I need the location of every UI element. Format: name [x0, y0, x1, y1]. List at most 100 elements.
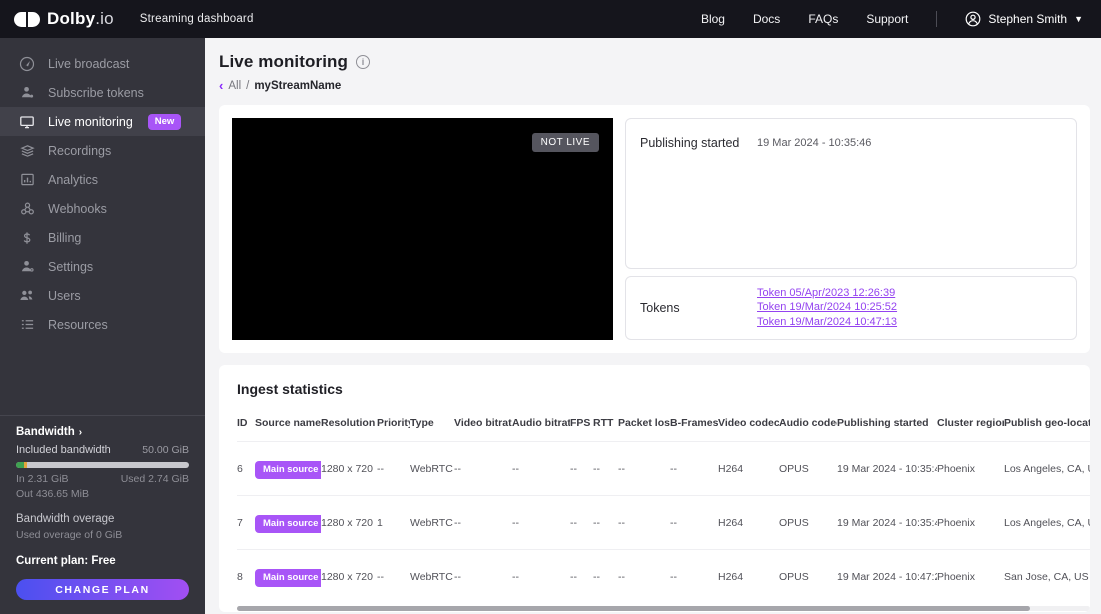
sidebar-item-live-broadcast[interactable]: Live broadcast — [0, 49, 205, 78]
publishing-started-value: 19 Mar 2024 - 10:35:46 — [757, 137, 872, 149]
bandwidth-out-value: Out 436.65 MiB — [16, 488, 89, 500]
table-cell: -- — [570, 441, 593, 496]
table-cell: H264 — [718, 441, 779, 496]
column-header: Source name — [255, 411, 321, 442]
navbar-divider — [936, 11, 938, 27]
sidebar-item-users[interactable]: Users — [0, 281, 205, 310]
table-cell: 1280 x 720 — [321, 441, 377, 496]
bandwidth-out-segment — [23, 462, 27, 468]
sidebar-item-label: Users — [48, 288, 81, 303]
nav-link-faqs[interactable]: FAQs — [808, 12, 839, 26]
user-menu[interactable]: Stephen Smith ▼ — [965, 11, 1083, 27]
current-plan-label: Current plan: Free — [16, 555, 116, 567]
sidebar-item-label: Resources — [48, 317, 108, 332]
sidebar-item-analytics[interactable]: Analytics — [0, 165, 205, 194]
included-bandwidth-value: 50.00 GiB — [142, 444, 189, 456]
sidebar-item-label: Live broadcast — [48, 56, 130, 71]
column-header: Publishing started — [837, 411, 937, 442]
table-cell: H264 — [718, 495, 779, 550]
column-header: Priority — [377, 411, 410, 442]
table-cell: -- — [593, 495, 618, 550]
token-link[interactable]: Token 05/Apr/2023 12:26:39 — [757, 286, 896, 299]
table-cell: -- — [593, 441, 618, 496]
table-cell: 19 Mar 2024 - 10:35:46 — [837, 441, 937, 496]
column-header: Resolution — [321, 411, 377, 442]
sidebar-item-label: Webhooks — [48, 201, 107, 216]
list-icon — [19, 317, 35, 332]
token-link[interactable]: Token 19/Mar/2024 10:25:52 — [757, 301, 898, 314]
nav-link-docs[interactable]: Docs — [752, 12, 781, 26]
table-cell: Phoenix — [937, 441, 1004, 496]
ingest-statistics-card: Ingest statistics ID Source name Resolutio… — [219, 365, 1090, 612]
brand-suffix: .io — [95, 9, 114, 28]
navbar-subtitle: Streaming dashboard — [139, 13, 254, 25]
publishing-started-panel: Publishing started 19 Mar 2024 - 10:35:4… — [625, 118, 1077, 269]
sidebar-item-recordings[interactable]: Recordings — [0, 136, 205, 165]
column-header: ID — [237, 411, 255, 442]
table-cell: 19 Mar 2024 - 10:35:46 — [837, 495, 937, 550]
table-row: 7 Main source 1280 x 720 1 WebRTC -- -- -- -- -- -… — [237, 495, 1090, 550]
bandwidth-header[interactable]: Bandwidth › — [16, 426, 189, 438]
user-avatar-icon — [965, 11, 981, 27]
table-cell: 7 — [237, 495, 255, 550]
table-cell: OPUS — [779, 441, 837, 496]
bandwidth-section: Bandwidth › Included bandwidth 50.00 GiB… — [0, 415, 205, 614]
table-cell: WebRTC — [410, 570, 453, 583]
table-cell: -- — [454, 570, 461, 583]
broadcast-icon — [19, 56, 35, 72]
page-title: Live monitoring — [219, 52, 348, 71]
table-cell: H264 — [718, 570, 744, 583]
sidebar-item-resources[interactable]: Resources — [0, 310, 205, 339]
sidebar-item-label: Live monitoring — [48, 114, 133, 129]
stream-overview-card: NOT LIVE Publishing started 19 Mar 2024 … — [219, 105, 1090, 353]
sidebar-item-label: Billing — [48, 230, 82, 245]
sidebar-item-label: Analytics — [48, 172, 99, 187]
nav-link-blog[interactable]: Blog — [700, 12, 725, 26]
monitor-icon — [19, 114, 35, 130]
info-icon[interactable]: i — [356, 55, 370, 69]
breadcrumb-all-link[interactable]: All — [228, 79, 242, 92]
token-link[interactable]: Token 19/Mar/2024 10:47:13 — [757, 315, 898, 328]
bandwidth-in-segment — [16, 462, 24, 468]
sidebar-item-settings[interactable]: Settings — [0, 252, 205, 281]
table-cell: 8 — [237, 570, 243, 583]
change-plan-button[interactable]: CHANGE PLAN — [16, 579, 189, 600]
column-header: Packet loss — [618, 411, 670, 442]
bandwidth-title: Bandwidth — [16, 426, 75, 438]
top-navbar: Dolby.io Streaming dashboard Blog Docs F… — [0, 0, 1101, 38]
table-cell: Phoenix — [937, 495, 1004, 550]
column-header: Cluster region — [937, 411, 1004, 442]
sidebar-item-label: Subscribe tokens — [48, 85, 144, 100]
horizontal-scrollbar-thumb[interactable] — [237, 605, 1031, 611]
not-live-badge: NOT LIVE — [531, 133, 599, 152]
breadcrumb-back-icon[interactable]: ‹ — [219, 78, 224, 93]
table-cell: WebRTC — [410, 441, 454, 496]
table-cell: -- — [618, 495, 670, 550]
person-key-icon — [19, 85, 35, 100]
nav-link-support[interactable]: Support — [866, 12, 909, 26]
new-badge: New — [147, 113, 182, 130]
column-header: Publish geo-location — [1004, 411, 1090, 442]
sidebar-item-billing[interactable]: Billing — [0, 223, 205, 252]
table-cell: -- — [512, 495, 570, 550]
bandwidth-overage-value: Used overage of 0 GiB — [16, 529, 123, 541]
table-cell: OPUS — [779, 570, 809, 583]
sidebar-item-webhooks[interactable]: Webhooks — [0, 194, 205, 223]
table-cell: Los Angeles, CA, US — [1004, 441, 1090, 496]
main-content: Live monitoring i ‹ All / myStreamName N… — [205, 38, 1101, 614]
bar-chart-icon — [19, 172, 35, 187]
users-icon — [19, 288, 35, 303]
person-gear-icon — [19, 259, 35, 274]
sidebar-item-live-monitoring[interactable]: Live monitoring New — [0, 107, 205, 136]
dolby-logo[interactable]: Dolby.io — [14, 9, 114, 29]
column-header: B-Frames — [670, 411, 718, 442]
table-cell: -- — [593, 570, 600, 583]
table-cell: -- — [377, 441, 410, 496]
main-source-badge: Main source — [255, 514, 321, 533]
main-source-badge: Main source — [255, 568, 321, 587]
breadcrumb: ‹ All / myStreamName — [219, 79, 1090, 92]
table-cell: 1280 x 720 — [321, 495, 377, 550]
table-cell: -- — [512, 441, 570, 496]
sidebar-item-subscribe-tokens[interactable]: Subscribe tokens — [0, 78, 205, 107]
